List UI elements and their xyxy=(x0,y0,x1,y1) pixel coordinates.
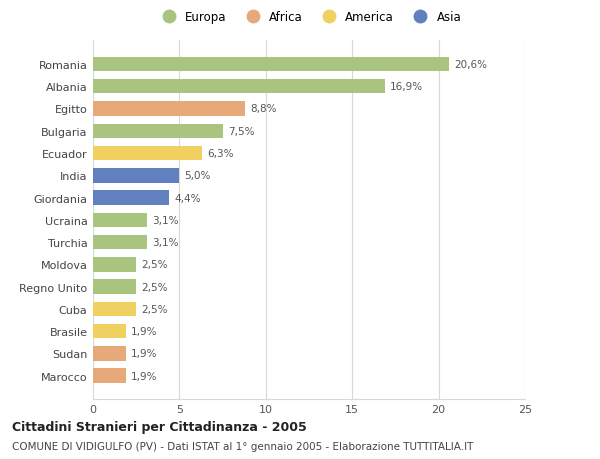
Text: 5,0%: 5,0% xyxy=(185,171,211,181)
Bar xyxy=(93,191,169,205)
Bar xyxy=(93,235,146,250)
Bar xyxy=(93,80,385,94)
Bar xyxy=(93,324,126,339)
Bar xyxy=(93,57,449,72)
Bar xyxy=(93,302,136,316)
Bar xyxy=(93,257,136,272)
Bar xyxy=(93,347,126,361)
Text: 1,9%: 1,9% xyxy=(131,326,158,336)
Text: 2,5%: 2,5% xyxy=(142,260,168,270)
Text: 3,1%: 3,1% xyxy=(152,215,178,225)
Text: 1,9%: 1,9% xyxy=(131,349,158,358)
Text: 3,1%: 3,1% xyxy=(152,238,178,247)
Bar xyxy=(93,102,245,117)
Bar xyxy=(93,369,126,383)
Text: Cittadini Stranieri per Cittadinanza - 2005: Cittadini Stranieri per Cittadinanza - 2… xyxy=(12,420,307,433)
Text: 20,6%: 20,6% xyxy=(454,60,487,70)
Bar xyxy=(93,124,223,139)
Text: COMUNE DI VIDIGULFO (PV) - Dati ISTAT al 1° gennaio 2005 - Elaborazione TUTTITAL: COMUNE DI VIDIGULFO (PV) - Dati ISTAT al… xyxy=(12,441,473,451)
Bar xyxy=(93,280,136,294)
Bar xyxy=(93,168,179,183)
Text: 6,3%: 6,3% xyxy=(207,149,233,159)
Bar xyxy=(93,146,202,161)
Legend: Europa, Africa, America, Asia: Europa, Africa, America, Asia xyxy=(152,6,466,28)
Text: 2,5%: 2,5% xyxy=(142,282,168,292)
Text: 16,9%: 16,9% xyxy=(390,82,424,92)
Bar xyxy=(93,213,146,228)
Text: 7,5%: 7,5% xyxy=(228,127,254,136)
Text: 2,5%: 2,5% xyxy=(142,304,168,314)
Text: 1,9%: 1,9% xyxy=(131,371,158,381)
Text: 8,8%: 8,8% xyxy=(250,104,277,114)
Text: 4,4%: 4,4% xyxy=(174,193,201,203)
